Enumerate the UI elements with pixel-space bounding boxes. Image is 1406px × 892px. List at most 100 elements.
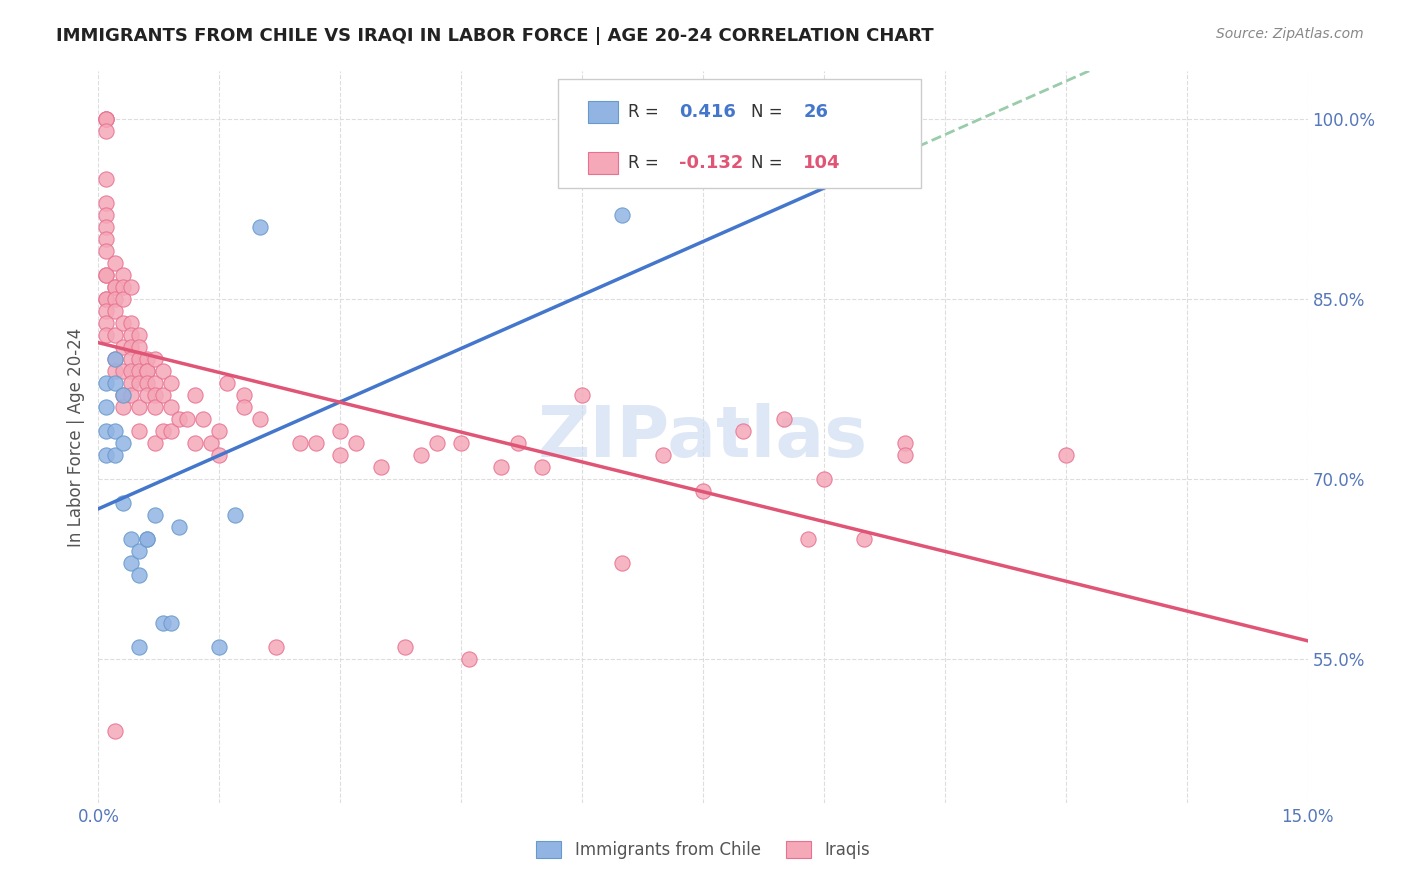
FancyBboxPatch shape [588,101,619,122]
Point [111,388,134,402]
Point [103,448,125,462]
Point [96,376,118,391]
Point [160,615,183,630]
Point [128,352,150,367]
Point [96,304,118,318]
Point [143,388,166,402]
Point [733,424,755,438]
Point [103,424,125,438]
Point [458,652,481,666]
Point [128,328,150,343]
FancyBboxPatch shape [558,78,921,188]
Point [893,448,915,462]
Point [160,376,183,391]
Point [530,460,553,475]
Point [612,208,634,222]
Point [120,376,142,391]
Point [329,448,352,462]
Point [135,364,157,378]
Point [96,268,118,283]
Point [128,364,150,378]
Point [111,496,134,510]
Point [120,340,142,354]
Point [103,304,125,318]
Point [143,352,166,367]
Point [111,388,134,402]
Point [264,640,287,654]
Point [96,196,118,211]
Point [96,448,118,462]
Point [96,328,118,343]
Point [96,244,118,259]
Point [128,424,150,438]
Text: R =: R = [628,103,664,120]
Point [152,364,174,378]
Point [813,472,835,486]
Point [184,388,207,402]
Point [152,424,174,438]
Point [160,400,183,414]
Point [96,400,118,414]
Point [128,568,150,582]
Point [96,220,118,235]
Text: 104: 104 [803,153,841,172]
Point [167,412,190,426]
Point [96,112,118,127]
Text: N =: N = [751,153,789,172]
Point [135,532,157,546]
Point [143,436,166,450]
Point [96,424,118,438]
Point [120,388,142,402]
FancyBboxPatch shape [588,152,619,174]
Point [135,532,157,546]
Point [409,448,432,462]
Point [111,316,134,330]
Text: N =: N = [751,103,789,120]
Point [96,232,118,246]
Point [135,352,157,367]
Point [143,376,166,391]
Point [103,352,125,367]
Point [103,376,125,391]
Point [797,532,820,546]
Point [111,400,134,414]
Point [111,364,134,378]
Point [96,316,118,330]
Point [96,124,118,138]
Text: ZIPatlas: ZIPatlas [538,402,868,472]
Point [103,280,125,294]
Point [111,340,134,354]
Point [571,388,593,402]
Point [120,556,142,570]
Point [128,340,150,354]
Point [506,436,529,450]
Point [111,436,134,450]
Text: IMMIGRANTS FROM CHILE VS IRAQI IN LABOR FORCE | AGE 20-24 CORRELATION CHART: IMMIGRANTS FROM CHILE VS IRAQI IN LABOR … [56,27,934,45]
Point [200,436,222,450]
Text: 0.416: 0.416 [679,103,735,120]
Point [152,615,174,630]
Point [176,412,198,426]
Point [128,640,150,654]
Legend: Immigrants from Chile, Iraqis: Immigrants from Chile, Iraqis [529,833,877,868]
Y-axis label: In Labor Force | Age 20-24: In Labor Force | Age 20-24 [66,327,84,547]
Point [120,328,142,343]
Point [208,640,231,654]
Point [120,352,142,367]
Point [394,640,416,654]
Point [692,483,714,498]
Point [208,424,231,438]
Point [232,400,254,414]
Point [167,520,190,534]
Point [103,364,125,378]
Point [103,280,125,294]
Point [193,412,215,426]
Point [893,436,915,450]
Point [128,544,150,558]
Point [96,112,118,127]
Point [96,172,118,186]
Point [96,292,118,306]
Point [612,556,634,570]
Point [152,388,174,402]
Point [103,292,125,306]
